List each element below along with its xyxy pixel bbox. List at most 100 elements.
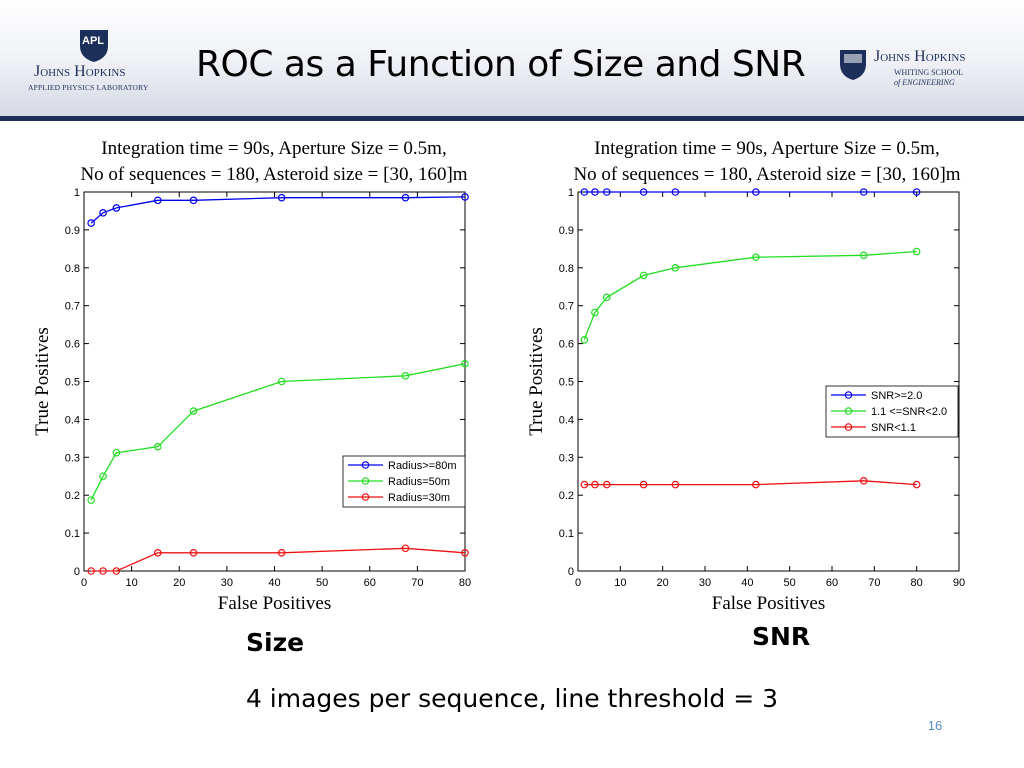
series-3-point	[99, 567, 107, 575]
y-tick-label: 0.3	[65, 452, 80, 464]
x-tick-label: 10	[614, 577, 626, 589]
y-tick-label: 0.9	[65, 225, 80, 237]
apl-logo: APL Johns Hopkins APPLIED PHYSICS LABORA…	[24, 28, 164, 94]
series-1-point	[99, 209, 107, 217]
series-3-point	[401, 544, 410, 553]
series-3-point	[461, 549, 469, 557]
legend-marker	[361, 477, 370, 485]
series-2-point	[602, 293, 611, 302]
series-2-point	[87, 496, 95, 504]
series-3-point	[912, 480, 921, 489]
y-tick-label: 0	[74, 566, 80, 578]
series-1-point	[639, 188, 648, 196]
series-line-3	[91, 547, 466, 572]
x-tick-label: 20	[173, 577, 185, 589]
series-1-point	[87, 219, 95, 227]
series-2-point	[752, 253, 760, 261]
x-tick-label: 0	[575, 577, 581, 589]
series-3-point	[602, 480, 611, 489]
y-tick-label: 0.7	[559, 301, 574, 313]
x-tick-label: 60	[826, 577, 838, 589]
series-1-point	[461, 193, 469, 201]
legend-label: Radius=50m	[388, 476, 450, 488]
series-line-2	[90, 363, 466, 501]
series-2-point	[401, 372, 410, 380]
y-tick-label: 0.1	[559, 528, 574, 540]
chart-title: Integration time = 90s, Aperture Size = …	[101, 138, 446, 159]
y-tick-label: 0.3	[559, 452, 574, 464]
legend-label: SNR>=2.0	[871, 390, 922, 402]
x-tick-label: 40	[741, 577, 753, 589]
legend-marker	[361, 461, 370, 469]
whiting-logo-line3: of ENGINEERING	[894, 78, 955, 87]
series-2-point	[671, 264, 680, 272]
whiting-school-logo: Johns Hopkins WHITING SCHOOL of ENGINEER…	[838, 46, 998, 90]
series-3-point	[112, 567, 121, 575]
series-1-point	[112, 204, 121, 212]
series-1-point	[752, 188, 760, 196]
legend-label: SNR<1.1	[871, 422, 916, 434]
legend-marker	[361, 493, 370, 501]
y-tick-label: 0.5	[65, 377, 80, 389]
series-3-point	[154, 549, 162, 557]
series-2-point	[580, 336, 589, 344]
page-number: 16	[927, 718, 943, 733]
y-tick-label: 1	[74, 187, 80, 199]
series-1-point	[912, 188, 921, 196]
legend-label: Radius>=80m	[388, 460, 457, 472]
chart-subtitle: No of sequences = 180, Asteroid size = […	[80, 164, 467, 185]
y-axis-label: True Positives	[32, 327, 53, 436]
series-3-point	[580, 480, 589, 489]
y-tick-label: 0.9	[559, 225, 574, 237]
whiting-logo-line2: WHITING SCHOOL	[894, 68, 964, 77]
x-axis-label: False Positives	[218, 593, 331, 614]
series-2-point	[112, 448, 121, 457]
y-tick-label: 0.6	[559, 339, 574, 351]
y-tick-label: 0.4	[65, 414, 80, 426]
plot-area-frame	[83, 191, 466, 572]
series-2-point	[154, 442, 162, 451]
roc-snr-chart: Integration time = 90s, Aperture Size = …	[526, 138, 965, 614]
legend-marker	[844, 423, 853, 431]
x-tick-label: 0	[81, 577, 87, 589]
slide-title: ROC as a Function of Size and SNR	[196, 44, 806, 85]
apl-logo-line2: APPLIED PHYSICS LABORATORY	[28, 83, 149, 92]
x-tick-label: 50	[784, 577, 796, 589]
series-1-point	[602, 188, 611, 196]
series-2-point	[859, 251, 868, 260]
series-line-1	[90, 196, 466, 224]
x-tick-label: 60	[364, 577, 376, 589]
y-tick-label: 0.4	[559, 414, 574, 426]
x-tick-label: 10	[126, 577, 138, 589]
series-2-point	[189, 407, 198, 415]
series-line-3	[584, 480, 917, 486]
x-tick-label: 80	[911, 577, 923, 589]
y-tick-label: 0.8	[559, 263, 574, 275]
x-tick-label: 40	[268, 577, 280, 589]
legend-label: 1.1 <=SNR<2.0	[871, 406, 947, 418]
y-tick-label: 1	[568, 187, 574, 199]
apl-shield-icon	[80, 30, 108, 62]
apl-badge-text: APL	[82, 35, 104, 47]
series-1-point	[277, 193, 286, 202]
series-2-point	[591, 308, 599, 317]
y-axis-label: True Positives	[526, 327, 547, 436]
legend-marker	[844, 391, 853, 399]
x-tick-label: 70	[411, 577, 423, 589]
x-tick-label: 20	[657, 577, 669, 589]
series-2-point	[277, 377, 286, 386]
series-1-point	[580, 188, 589, 196]
series-1-point	[671, 188, 680, 196]
series-3-point	[277, 549, 286, 557]
y-tick-label: 0.6	[65, 339, 80, 351]
y-tick-label: 0.8	[65, 263, 80, 275]
x-axis-label: False Positives	[712, 593, 825, 614]
chart-title: Integration time = 90s, Aperture Size = …	[594, 138, 939, 159]
series-2-point	[912, 247, 921, 256]
y-tick-label: 0.2	[559, 490, 574, 502]
series-3-point	[189, 549, 198, 557]
footer-note: 4 images per sequence, line threshold = …	[245, 684, 779, 713]
jhu-shield-icon	[840, 50, 866, 80]
series-3-point	[752, 480, 760, 489]
header-rule	[0, 116, 1024, 121]
